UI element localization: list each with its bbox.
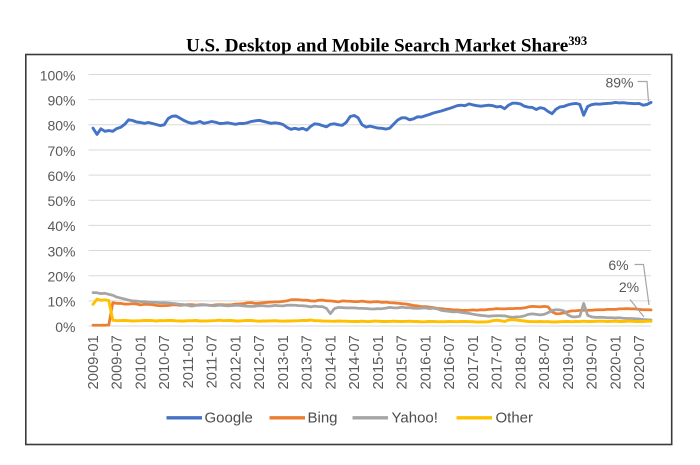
svg-text:2016-07: 2016-07: [442, 335, 458, 389]
svg-text:2%: 2%: [619, 279, 639, 295]
svg-text:2018-01: 2018-01: [513, 335, 529, 389]
svg-text:2012-01: 2012-01: [229, 335, 245, 389]
svg-text:2019-01: 2019-01: [561, 335, 577, 389]
svg-text:2010-01: 2010-01: [134, 335, 150, 389]
svg-text:2013-01: 2013-01: [276, 335, 292, 389]
svg-text:U.S. Desktop and Mobile Search: U.S. Desktop and Mobile Search Market Sh…: [186, 34, 587, 57]
svg-text:2009-01: 2009-01: [86, 335, 102, 389]
svg-text:100%: 100%: [40, 67, 76, 83]
svg-text:2010-07: 2010-07: [157, 335, 173, 389]
svg-text:Bing: Bing: [308, 410, 338, 427]
svg-text:2020-01: 2020-01: [608, 335, 624, 389]
svg-text:2016-01: 2016-01: [418, 335, 434, 389]
svg-text:2018-07: 2018-07: [537, 335, 553, 389]
svg-text:2011-07: 2011-07: [205, 335, 221, 388]
svg-text:0%: 0%: [55, 319, 75, 335]
svg-text:2012-07: 2012-07: [252, 335, 268, 389]
svg-text:90%: 90%: [47, 92, 75, 108]
svg-text:50%: 50%: [47, 193, 75, 209]
svg-text:89%: 89%: [605, 75, 633, 91]
svg-text:2014-07: 2014-07: [347, 335, 363, 389]
svg-text:30%: 30%: [47, 243, 75, 259]
svg-text:60%: 60%: [47, 168, 75, 184]
svg-text:Google: Google: [205, 410, 253, 427]
svg-text:80%: 80%: [47, 118, 75, 134]
svg-text:2015-07: 2015-07: [395, 335, 411, 389]
svg-text:Other: Other: [496, 410, 534, 427]
svg-text:20%: 20%: [47, 269, 75, 285]
svg-text:2017-01: 2017-01: [466, 335, 482, 389]
svg-text:2014-01: 2014-01: [323, 335, 339, 389]
svg-text:2013-07: 2013-07: [300, 335, 316, 389]
svg-text:40%: 40%: [47, 218, 75, 234]
svg-text:2009-07: 2009-07: [110, 335, 126, 389]
svg-text:2011-01: 2011-01: [181, 335, 197, 388]
svg-text:70%: 70%: [47, 143, 75, 159]
svg-text:2015-01: 2015-01: [371, 335, 387, 389]
svg-text:10%: 10%: [47, 294, 75, 310]
svg-text:2017-07: 2017-07: [490, 335, 506, 389]
svg-text:Yahoo!: Yahoo!: [392, 410, 438, 427]
svg-text:2020-07: 2020-07: [632, 335, 648, 389]
svg-text:6%: 6%: [608, 257, 628, 273]
svg-text:2019-07: 2019-07: [585, 335, 601, 389]
